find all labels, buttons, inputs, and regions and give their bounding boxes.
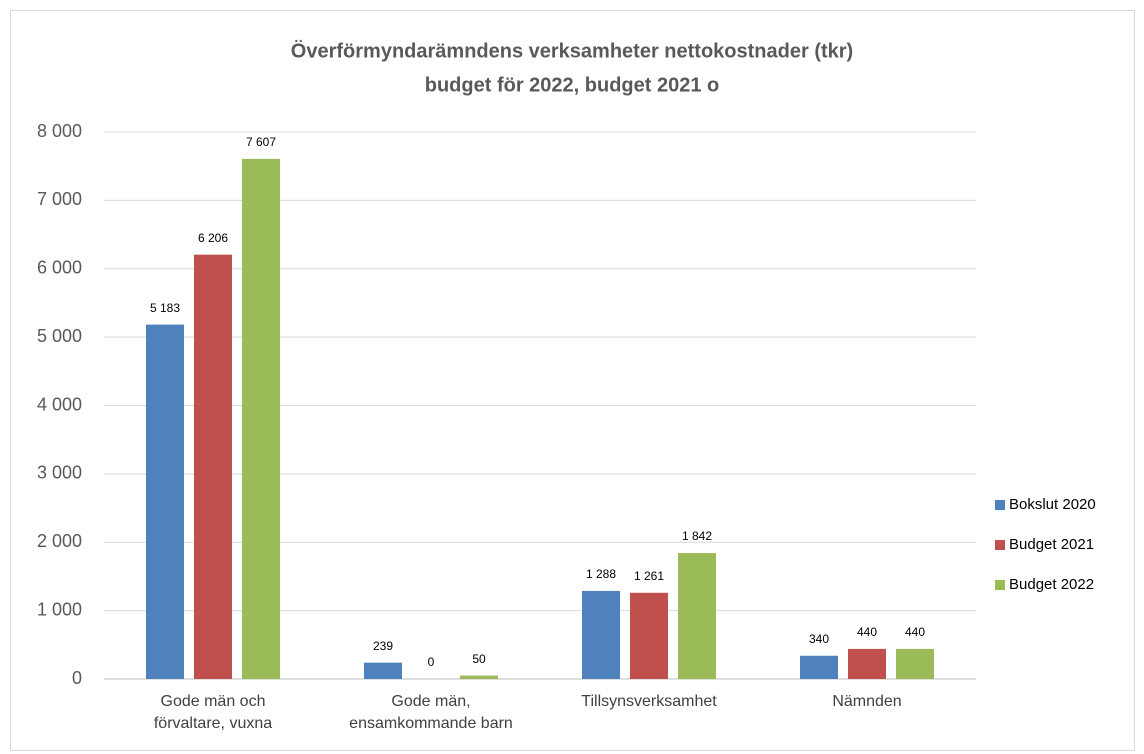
bar bbox=[848, 648, 886, 679]
data-label: 1 842 bbox=[682, 529, 712, 543]
y-tick-label: 2 000 bbox=[37, 531, 82, 551]
bar bbox=[194, 254, 232, 680]
y-tick-label: 7 000 bbox=[37, 189, 82, 209]
bar bbox=[896, 648, 934, 679]
data-label: 6 206 bbox=[198, 231, 228, 245]
data-label: 239 bbox=[373, 639, 393, 653]
legend-label: Budget 2021 bbox=[1009, 536, 1094, 553]
x-tick-label: Nämnden bbox=[832, 693, 902, 710]
x-tick-label: Gode män och förvaltare, vuxna bbox=[153, 693, 273, 732]
x-tick-label: Gode män, ensamkommande barn bbox=[349, 693, 513, 732]
y-tick-label: 1 000 bbox=[37, 599, 82, 619]
legend-swatch bbox=[995, 500, 1005, 510]
legend-label: Bokslut 2020 bbox=[1009, 496, 1096, 513]
bar bbox=[630, 592, 668, 679]
bar bbox=[146, 324, 184, 679]
y-tick-label: 5 000 bbox=[37, 326, 82, 346]
y-tick-label: 4 000 bbox=[37, 394, 82, 414]
y-tick-label: 6 000 bbox=[37, 258, 82, 278]
bar bbox=[678, 553, 716, 679]
data-label: 7 607 bbox=[246, 135, 276, 149]
legend-swatch bbox=[995, 580, 1005, 590]
data-label: 340 bbox=[809, 632, 829, 646]
data-label: 1 288 bbox=[586, 567, 616, 581]
y-tick-label: 3 000 bbox=[37, 463, 82, 483]
bar bbox=[582, 590, 620, 679]
y-tick-label: 0 bbox=[72, 668, 82, 688]
data-label: 5 183 bbox=[150, 301, 180, 315]
data-label: 0 bbox=[428, 655, 435, 669]
chart-title: budget för 2022, budget 2021 o bbox=[425, 74, 720, 96]
data-label: 1 261 bbox=[634, 569, 664, 583]
legend-label: Budget 2022 bbox=[1009, 576, 1094, 593]
y-tick-label: 8 000 bbox=[37, 121, 82, 141]
data-label: 440 bbox=[905, 625, 925, 639]
data-label: 50 bbox=[472, 652, 486, 666]
data-label: 440 bbox=[857, 625, 877, 639]
bar bbox=[242, 158, 280, 680]
chart-title: Överförmyndarämndens verksamheter nettok… bbox=[291, 39, 853, 62]
bar bbox=[800, 655, 838, 679]
bar bbox=[364, 662, 402, 679]
bar bbox=[460, 675, 498, 679]
legend-swatch bbox=[995, 540, 1005, 550]
x-tick-label: Tillsynsverksamhet bbox=[581, 693, 717, 710]
